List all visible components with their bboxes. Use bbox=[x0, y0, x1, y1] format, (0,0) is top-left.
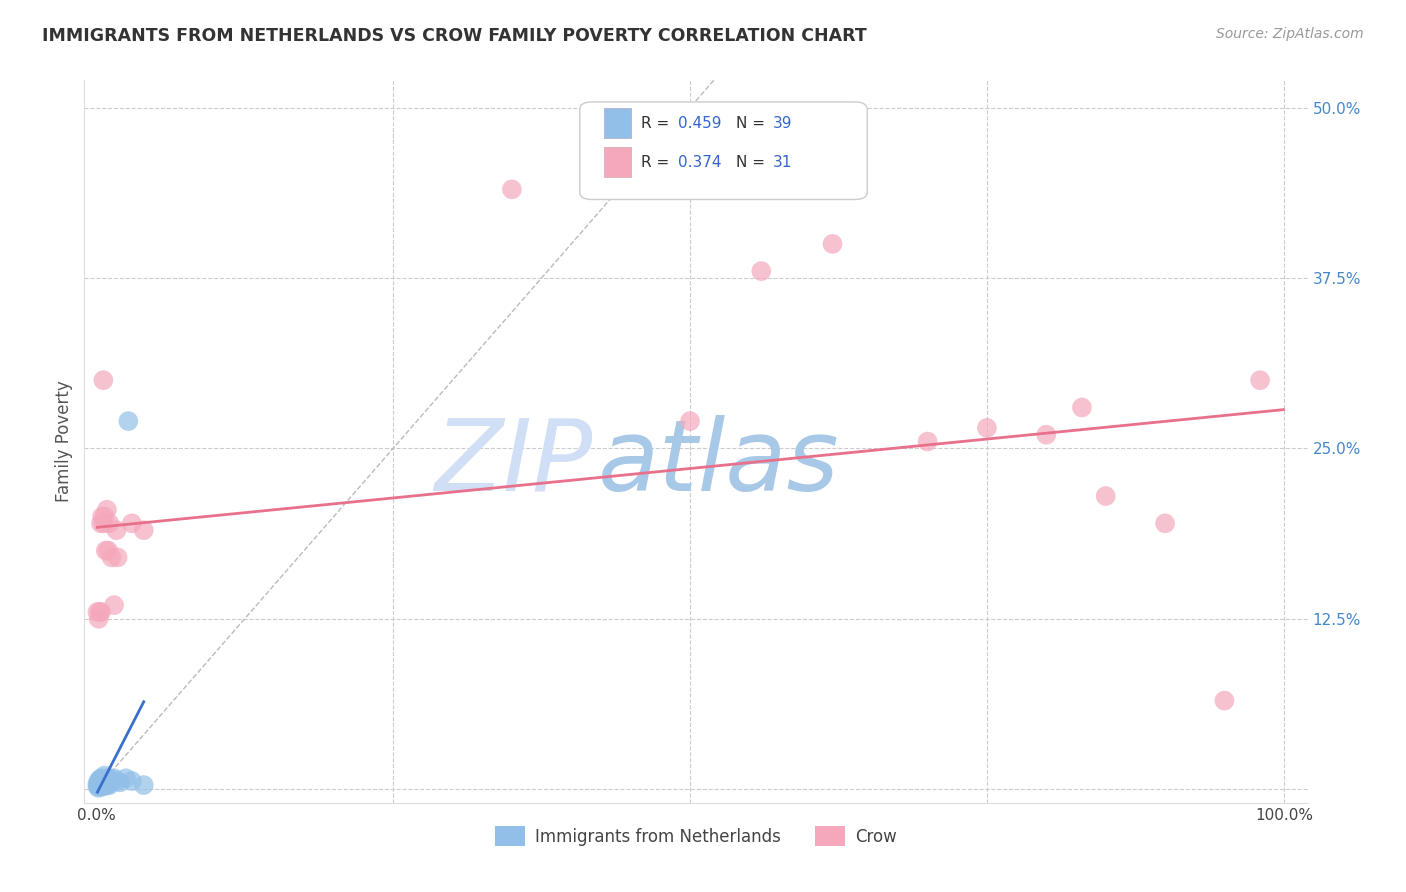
Point bbox=[679, 414, 702, 428]
Point bbox=[1071, 401, 1094, 415]
Point bbox=[87, 780, 110, 795]
Point bbox=[976, 421, 998, 435]
Point bbox=[91, 775, 114, 789]
Point bbox=[93, 775, 115, 789]
Point bbox=[108, 775, 131, 789]
Point bbox=[86, 605, 108, 619]
Point bbox=[117, 414, 139, 428]
Point bbox=[749, 264, 772, 278]
Point bbox=[87, 612, 110, 626]
Point bbox=[93, 778, 115, 792]
Point bbox=[91, 772, 114, 787]
Point bbox=[90, 774, 112, 789]
Bar bbox=[605, 147, 631, 178]
FancyBboxPatch shape bbox=[579, 102, 868, 200]
Point bbox=[103, 771, 125, 785]
Point bbox=[96, 778, 118, 792]
Point bbox=[1249, 373, 1271, 387]
Point bbox=[105, 774, 128, 789]
Point bbox=[121, 516, 143, 531]
Point bbox=[100, 775, 122, 789]
Point bbox=[90, 777, 112, 791]
Y-axis label: Family Poverty: Family Poverty bbox=[55, 381, 73, 502]
Point bbox=[132, 778, 155, 792]
Point bbox=[93, 373, 115, 387]
Point bbox=[93, 777, 115, 791]
Point bbox=[89, 780, 111, 794]
Point bbox=[89, 605, 111, 619]
Point bbox=[1213, 693, 1236, 707]
Point bbox=[1154, 516, 1177, 531]
Point bbox=[90, 605, 112, 619]
Point bbox=[89, 775, 111, 789]
Point bbox=[105, 523, 128, 537]
Point bbox=[121, 774, 143, 789]
Text: ZIP: ZIP bbox=[433, 415, 592, 512]
Text: 0.374: 0.374 bbox=[678, 154, 721, 169]
Bar bbox=[605, 108, 631, 138]
Point bbox=[98, 778, 121, 792]
Point bbox=[90, 780, 112, 794]
Point bbox=[821, 236, 844, 251]
Point bbox=[93, 780, 115, 794]
Point bbox=[93, 768, 115, 782]
Text: Source: ZipAtlas.com: Source: ZipAtlas.com bbox=[1216, 27, 1364, 41]
Point bbox=[98, 516, 121, 531]
Point bbox=[87, 778, 110, 792]
Point bbox=[100, 772, 122, 787]
Point bbox=[86, 780, 108, 794]
Point bbox=[1094, 489, 1116, 503]
Text: N =: N = bbox=[737, 116, 770, 130]
Point bbox=[93, 774, 115, 789]
Point bbox=[90, 516, 112, 531]
Point bbox=[1035, 427, 1057, 442]
Text: atlas: atlas bbox=[598, 415, 839, 512]
Point bbox=[100, 550, 122, 565]
Point bbox=[90, 778, 112, 792]
Point bbox=[94, 543, 117, 558]
Point bbox=[103, 598, 125, 612]
Point bbox=[91, 509, 114, 524]
Text: 31: 31 bbox=[773, 154, 793, 169]
Point bbox=[93, 516, 115, 531]
Point bbox=[93, 509, 115, 524]
Point bbox=[115, 771, 138, 785]
Legend: Immigrants from Netherlands, Crow: Immigrants from Netherlands, Crow bbox=[489, 820, 903, 852]
Point bbox=[89, 778, 111, 792]
Point bbox=[132, 523, 155, 537]
Point bbox=[97, 777, 120, 791]
Point bbox=[96, 502, 118, 516]
Point bbox=[94, 778, 117, 792]
Point bbox=[96, 771, 118, 785]
Point bbox=[91, 778, 114, 792]
Point bbox=[917, 434, 939, 449]
Text: R =: R = bbox=[641, 154, 673, 169]
Text: IMMIGRANTS FROM NETHERLANDS VS CROW FAMILY POVERTY CORRELATION CHART: IMMIGRANTS FROM NETHERLANDS VS CROW FAMI… bbox=[42, 27, 868, 45]
Point bbox=[90, 771, 112, 785]
Point bbox=[87, 774, 110, 789]
Point bbox=[89, 772, 111, 787]
Text: R =: R = bbox=[641, 116, 673, 130]
Point bbox=[501, 182, 523, 196]
Point bbox=[86, 777, 108, 791]
Point bbox=[97, 543, 120, 558]
Text: 0.459: 0.459 bbox=[678, 116, 721, 130]
Point bbox=[91, 777, 114, 791]
Point bbox=[94, 775, 117, 789]
Point bbox=[107, 550, 129, 565]
Text: N =: N = bbox=[737, 154, 770, 169]
Text: 39: 39 bbox=[773, 116, 793, 130]
